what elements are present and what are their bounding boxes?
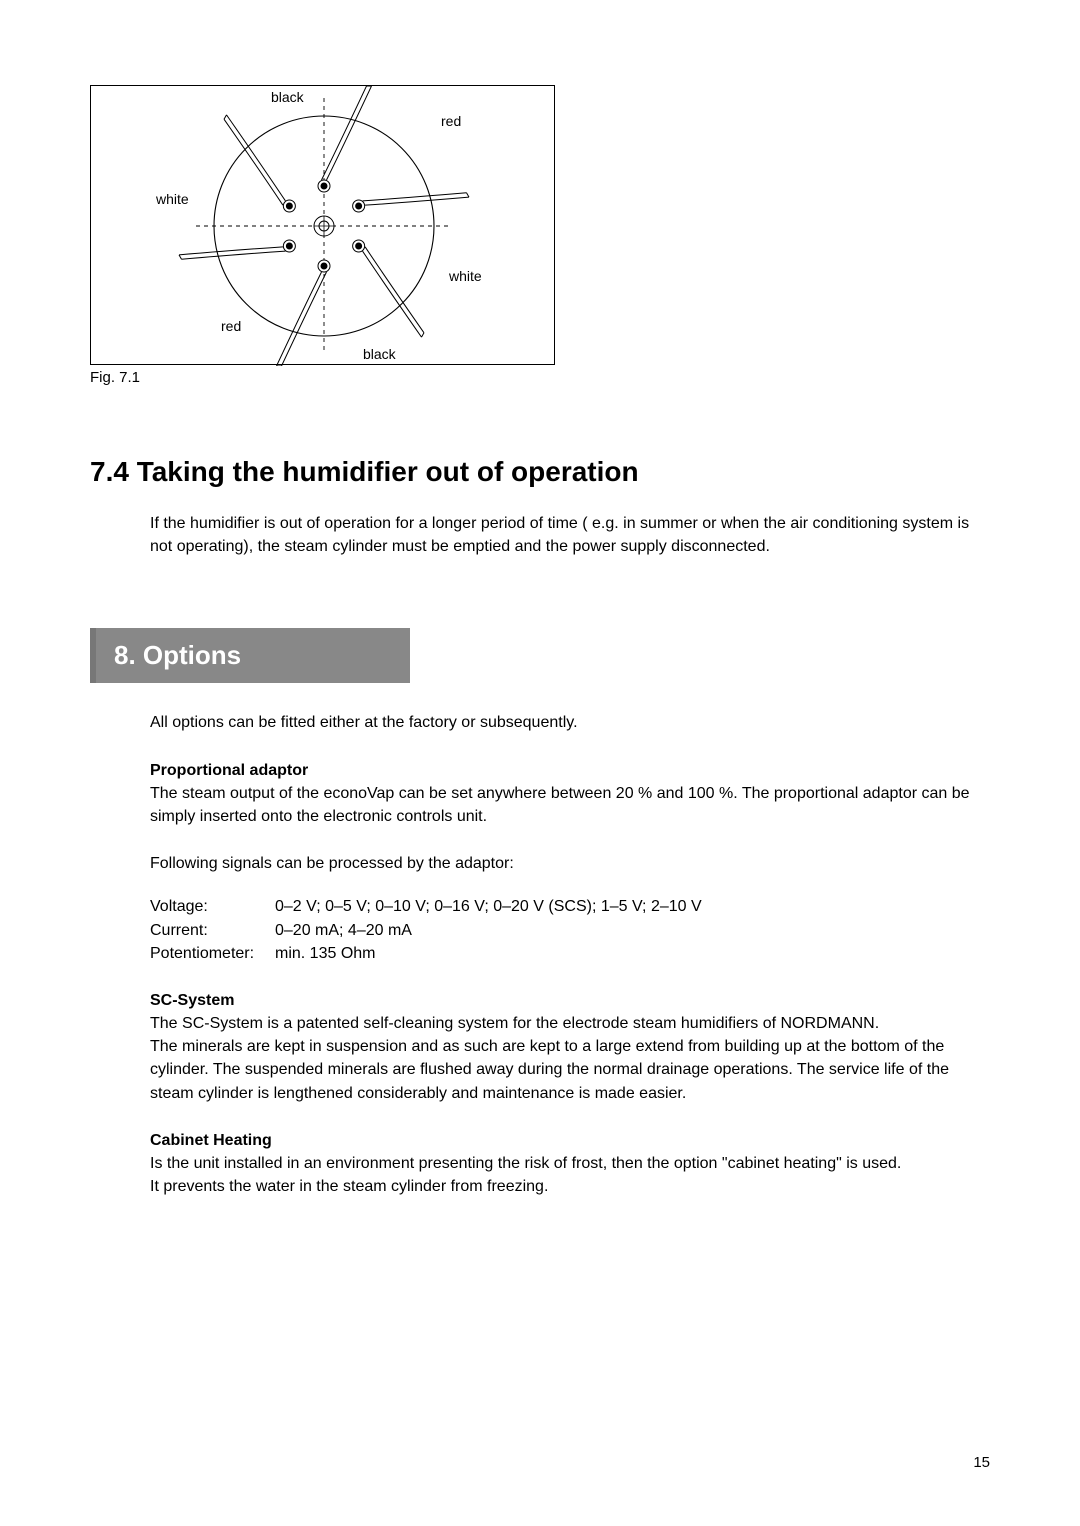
- signals-table: Voltage: 0–2 V; 0–5 V; 0–10 V; 0–16 V; 0…: [150, 895, 990, 965]
- page-number: 15: [973, 1454, 990, 1471]
- sc-body: The SC-System is a patented self-cleanin…: [150, 1012, 990, 1105]
- proportional-heading: Proportional adaptor: [150, 759, 990, 782]
- figure-7-1: black red white black red white: [90, 85, 555, 365]
- options-intro: All options can be fitted either at the …: [150, 711, 990, 734]
- signal-value: min. 135 Ohm: [275, 942, 375, 965]
- sc-heading: SC-System: [150, 989, 990, 1012]
- cabinet-body: Is the unit installed in an environment …: [150, 1152, 990, 1198]
- signal-label: Potentiometer:: [150, 942, 275, 965]
- figure-caption: Fig. 7.1: [90, 369, 990, 386]
- signal-row-voltage: Voltage: 0–2 V; 0–5 V; 0–10 V; 0–16 V; 0…: [150, 895, 990, 918]
- svg-text:white: white: [155, 191, 189, 207]
- section-7-4-body: If the humidifier is out of operation fo…: [150, 512, 990, 558]
- section-7-4-title: 7.4 Taking the humidifier out of operati…: [90, 456, 990, 488]
- signal-row-current: Current: 0–20 mA; 4–20 mA: [150, 919, 990, 942]
- svg-text:black: black: [271, 89, 305, 105]
- section-7-4-paragraph: If the humidifier is out of operation fo…: [150, 512, 990, 558]
- svg-text:red: red: [441, 113, 461, 129]
- svg-text:red: red: [221, 318, 241, 334]
- cabinet-heading: Cabinet Heating: [150, 1129, 990, 1152]
- svg-text:black: black: [363, 346, 397, 362]
- proportional-body: The steam output of the econoVap can be …: [150, 782, 990, 828]
- page: black red white black red white Fig. 7.1 7.4 …: [0, 0, 1080, 1526]
- signal-value: 0–2 V; 0–5 V; 0–10 V; 0–16 V; 0–20 V (SC…: [275, 895, 702, 918]
- signal-label: Current:: [150, 919, 275, 942]
- signal-value: 0–20 mA; 4–20 mA: [275, 919, 412, 942]
- section-8-banner: 8. Options: [90, 628, 410, 683]
- svg-text:white: white: [448, 268, 482, 284]
- signal-label: Voltage:: [150, 895, 275, 918]
- signal-row-potentiometer: Potentiometer: min. 135 Ohm: [150, 942, 990, 965]
- signals-intro: Following signals can be processed by th…: [150, 852, 990, 875]
- section-8-body: All options can be fitted either at the …: [150, 711, 990, 1198]
